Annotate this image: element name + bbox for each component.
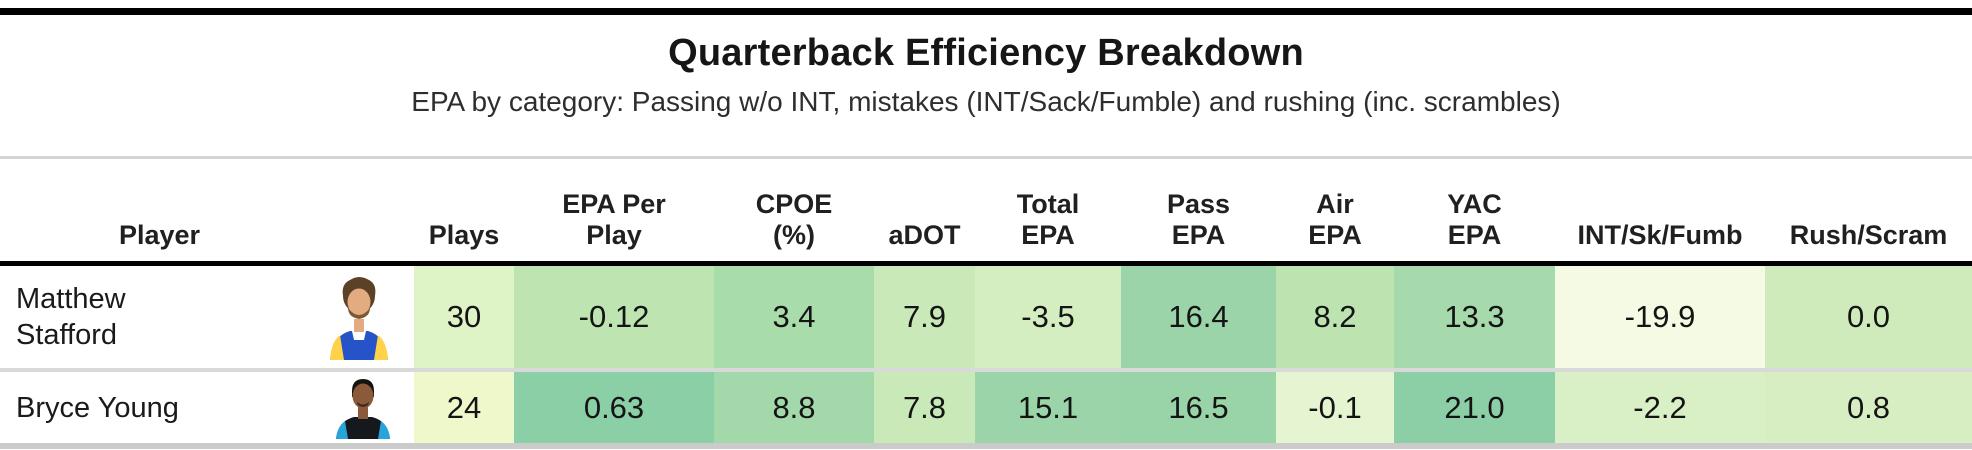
col-header-adot: aDOT bbox=[874, 156, 975, 267]
stat-cell-yac-epa: 13.3 bbox=[1394, 263, 1555, 373]
col-header-int-sk-fumb: INT/Sk/Fumb bbox=[1555, 156, 1765, 267]
stat-cell-pass-epa: 16.5 bbox=[1121, 370, 1276, 444]
player-name: Matthew Stafford bbox=[16, 281, 126, 354]
player-headshot-stafford-icon bbox=[330, 277, 388, 361]
stat-cell-int-sk-fumb: -19.9 bbox=[1555, 263, 1765, 373]
col-header-line: Play bbox=[586, 220, 642, 251]
col-header-line: EPA Per bbox=[562, 189, 666, 220]
player-cell-young: Bryce Young bbox=[0, 370, 414, 443]
bottom-border-rule bbox=[0, 443, 1972, 450]
player-headshot-young-icon bbox=[336, 378, 390, 439]
stat-cell-plays: 30 bbox=[414, 263, 514, 373]
stat-cell-cpoe: 3.4 bbox=[714, 263, 874, 373]
top-border-rule bbox=[0, 8, 1972, 15]
stat-cell-air-epa: 8.2 bbox=[1276, 263, 1394, 373]
stat-cell-air-epa: -0.1 bbox=[1276, 370, 1394, 444]
header-row: Player Plays EPA Per Play CPOE (%) aDOT … bbox=[0, 156, 1972, 267]
col-header-line: (%) bbox=[773, 220, 815, 251]
player-name: Bryce Young bbox=[16, 390, 179, 426]
player-name-line: Stafford bbox=[16, 319, 118, 352]
table-row-young: Bryce Young 24 0.63 bbox=[0, 370, 1972, 444]
col-header-air-epa: Air EPA bbox=[1276, 156, 1394, 267]
col-header-line: EPA bbox=[1021, 220, 1075, 251]
table-row-stafford: Matthew Stafford bbox=[0, 263, 1972, 373]
col-header-line: EPA bbox=[1308, 220, 1362, 251]
col-header-line: YAC bbox=[1447, 189, 1502, 220]
table-subtitle: EPA by category: Passing w/o INT, mistak… bbox=[411, 85, 1561, 117]
col-header-pass-epa: Pass EPA bbox=[1121, 156, 1276, 267]
stat-cell-adot: 7.9 bbox=[874, 263, 975, 373]
player-name-line: Bryce Young bbox=[16, 391, 179, 424]
stat-cell-yac-epa: 21.0 bbox=[1394, 370, 1555, 444]
player-cell-stafford: Matthew Stafford bbox=[0, 263, 414, 373]
qb-stats-table: Player Plays EPA Per Play CPOE (%) aDOT … bbox=[0, 156, 1972, 444]
col-header-rush-scram: Rush/Scram bbox=[1765, 156, 1972, 267]
stat-cell-adot: 7.8 bbox=[874, 370, 975, 444]
col-header-yac-epa: YAC EPA bbox=[1394, 156, 1555, 267]
col-header-total-epa: Total EPA bbox=[975, 156, 1121, 267]
col-header-epa-per-play: EPA Per Play bbox=[514, 156, 714, 267]
stat-cell-int-sk-fumb: -2.2 bbox=[1555, 370, 1765, 444]
stat-cell-epa-per-play: -0.12 bbox=[514, 263, 714, 373]
col-header-player: Player bbox=[0, 156, 414, 267]
col-header-cpoe: CPOE (%) bbox=[714, 156, 874, 267]
stat-cell-rush-scram: 0.0 bbox=[1765, 263, 1972, 373]
stat-cell-total-epa: -3.5 bbox=[975, 263, 1121, 373]
stat-cell-pass-epa: 16.4 bbox=[1121, 263, 1276, 373]
stat-cell-rush-scram: 0.8 bbox=[1765, 370, 1972, 444]
stat-cell-epa-per-play: 0.63 bbox=[514, 370, 714, 444]
col-header-line: EPA bbox=[1171, 220, 1226, 251]
col-header-line: Pass bbox=[1166, 189, 1231, 220]
stat-cell-cpoe: 8.8 bbox=[714, 370, 874, 444]
col-header-line: Air bbox=[1316, 189, 1354, 220]
col-header-plays: Plays bbox=[414, 156, 514, 267]
stat-cell-plays: 24 bbox=[414, 370, 514, 444]
player-name-line: Matthew bbox=[16, 282, 126, 315]
col-header-line: EPA bbox=[1447, 220, 1502, 251]
stat-cell-total-epa: 15.1 bbox=[975, 370, 1121, 444]
top-margin bbox=[0, 0, 1972, 8]
col-header-line: Total bbox=[1016, 189, 1080, 220]
col-header-line: CPOE bbox=[755, 189, 833, 220]
table-title: Quarterback Efficiency Breakdown bbox=[668, 32, 1304, 74]
